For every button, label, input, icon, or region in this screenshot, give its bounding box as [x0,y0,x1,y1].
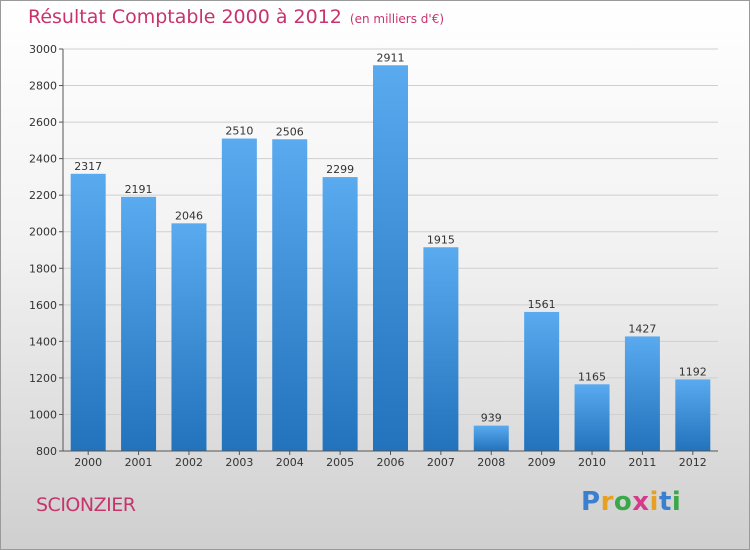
data-label: 2510 [225,125,253,138]
bar [473,425,509,451]
data-label: 2191 [125,183,153,196]
town-name: SCIONZIER [36,494,136,516]
x-tick-label: 2009 [528,456,556,469]
data-label: 1915 [427,233,455,246]
x-tick-label: 2000 [74,456,102,469]
y-tick-label: 3000 [29,43,57,56]
chart-unit: (en milliers d'€) [349,12,445,26]
bar [574,384,610,451]
bar [272,139,308,451]
bar [322,177,358,452]
x-tick-label: 2008 [477,456,505,469]
logo-letter: P [581,487,601,517]
bar [171,223,207,451]
y-tick-label: 2600 [29,116,57,129]
chart-title-text: Résultat Comptable 2000 à 2012 [28,6,342,28]
y-tick-label: 1400 [29,335,57,348]
logo-letter: i [649,487,659,517]
bar [624,336,660,451]
x-tick-label: 2011 [628,456,656,469]
x-tick-label: 2010 [578,456,606,469]
x-tick-label: 2001 [125,456,153,469]
y-tick-labels: 800 1000 1200 1400 1600 1800 2000 2200 2400 2600 2… [29,43,57,458]
bar [524,311,560,451]
bar [221,138,257,451]
logo-letter: t [658,487,672,517]
data-label: 1165 [578,370,606,383]
data-label: 2506 [276,125,304,138]
y-tick-label: 1600 [29,299,57,312]
chart-title: Résultat Comptable 2000 à 2012 (en millie… [28,6,444,28]
data-label: 939 [481,412,502,425]
logo-letter: o [613,487,633,517]
data-label: 2911 [377,51,405,64]
bar [675,379,711,451]
y-tick-label: 2200 [29,189,57,202]
x-tick-label: 2003 [225,456,253,469]
bar [423,247,459,451]
y-tick-label: 1800 [29,262,57,275]
y-tick-label: 1000 [29,408,57,421]
y-tick-label: 800 [36,445,57,458]
proxiti-logo: Proxiti [581,487,681,517]
bars [70,65,711,452]
x-tick-labels: 2000 2001 2002 2003 2004 2005 2006 2007 2008 2009… [74,456,707,469]
x-tick-label: 2006 [377,456,405,469]
x-tick-label: 2004 [276,456,304,469]
x-tick-label: 2012 [679,456,707,469]
x-tick-label: 2007 [427,456,455,469]
data-label: 2317 [74,160,102,173]
data-labels: 2317 2191 2046 2510 2506 2299 2911 1915 939 1561 1… [74,51,707,424]
y-tick-label: 2400 [29,153,57,166]
y-tick-label: 2800 [29,80,57,93]
data-label: 1427 [628,322,656,335]
logo-letter: r [600,487,614,517]
x-tick-label: 2005 [326,456,354,469]
axes [59,48,718,455]
data-label: 2299 [326,163,354,176]
data-label: 2046 [175,209,203,222]
x-tick-label: 2002 [175,456,203,469]
bar [70,173,106,451]
bar [373,65,408,451]
data-label: 1561 [528,298,556,311]
y-tick-label: 1200 [29,372,57,385]
data-label: 1192 [679,365,707,378]
logo-letter: i [671,487,682,517]
bar [121,196,157,451]
logo-letter: x [632,487,650,517]
y-tick-label: 2000 [29,226,57,239]
